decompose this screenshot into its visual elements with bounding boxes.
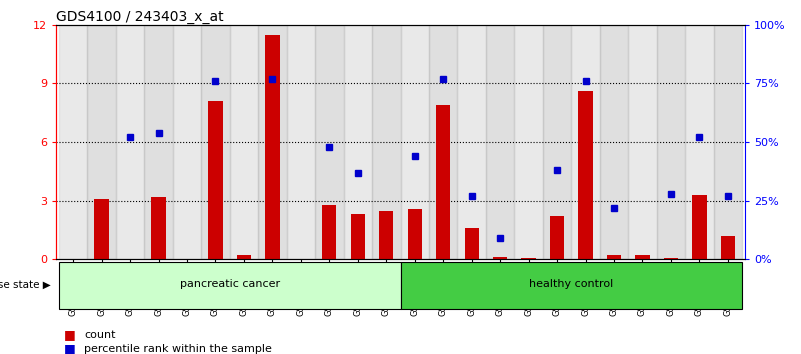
Bar: [95, 199, 109, 259]
Bar: [400, 262, 742, 309]
Bar: [543, 25, 571, 259]
Bar: [400, 25, 429, 259]
Bar: [59, 262, 400, 309]
Bar: [578, 91, 593, 259]
Bar: [571, 25, 600, 259]
Text: disease state ▶: disease state ▶: [0, 279, 50, 290]
Bar: [628, 25, 657, 259]
Bar: [521, 258, 536, 259]
Bar: [436, 105, 450, 259]
Bar: [265, 35, 280, 259]
Bar: [230, 25, 258, 259]
Text: count: count: [84, 330, 115, 339]
Bar: [287, 25, 315, 259]
Bar: [714, 25, 742, 259]
Bar: [344, 25, 372, 259]
Text: healthy control: healthy control: [529, 279, 614, 290]
Text: percentile rank within the sample: percentile rank within the sample: [84, 344, 272, 354]
Bar: [372, 25, 400, 259]
Bar: [685, 25, 714, 259]
Text: ■: ■: [64, 328, 76, 341]
Bar: [486, 25, 514, 259]
Bar: [258, 25, 287, 259]
Bar: [429, 25, 457, 259]
Bar: [721, 236, 735, 259]
Bar: [116, 25, 144, 259]
Bar: [692, 195, 706, 259]
Text: pancreatic cancer: pancreatic cancer: [179, 279, 280, 290]
Bar: [59, 25, 87, 259]
Bar: [322, 205, 336, 259]
Bar: [457, 25, 486, 259]
Bar: [635, 256, 650, 259]
Bar: [493, 257, 507, 259]
Bar: [208, 101, 223, 259]
Bar: [657, 25, 685, 259]
Bar: [600, 25, 628, 259]
Bar: [237, 256, 251, 259]
Bar: [550, 216, 564, 259]
Bar: [315, 25, 344, 259]
Bar: [87, 25, 116, 259]
Bar: [514, 25, 543, 259]
Bar: [379, 211, 393, 259]
Bar: [607, 256, 621, 259]
Bar: [351, 215, 365, 259]
Bar: [408, 209, 422, 259]
Bar: [465, 228, 479, 259]
Text: ■: ■: [64, 342, 76, 354]
Bar: [173, 25, 201, 259]
Bar: [144, 25, 173, 259]
Bar: [151, 197, 166, 259]
Bar: [664, 258, 678, 259]
Text: GDS4100 / 243403_x_at: GDS4100 / 243403_x_at: [56, 10, 223, 24]
Bar: [201, 25, 230, 259]
